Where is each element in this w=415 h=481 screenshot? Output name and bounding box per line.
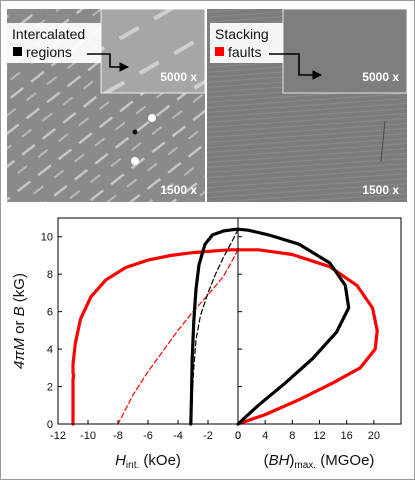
black-dashed-curve	[190, 228, 239, 425]
right-plot-frame	[237, 217, 402, 425]
x-tick-label: -4	[173, 430, 183, 442]
intercalated-label-regions: regions	[26, 44, 72, 60]
red-solid-curve	[236, 248, 379, 426]
left-axis-ticks	[57, 236, 239, 425]
x-tick-label: 4	[262, 430, 268, 442]
y-tick-label: 10	[41, 232, 53, 244]
intercalated-callout-box	[7, 23, 101, 63]
x-tick-label: 16	[341, 430, 353, 442]
stacking-arrow	[269, 53, 322, 80]
sem-bright-particle	[131, 157, 139, 165]
sem-right-inset-image	[283, 9, 407, 93]
sem-scratch	[380, 120, 386, 162]
right-x-tick-labels: 0 4 8 12 16 20	[235, 430, 380, 442]
intercalated-arrow	[87, 53, 129, 72]
y-tick-label: 4	[47, 344, 53, 356]
intercalated-label: Intercalated	[12, 26, 85, 42]
left-x-tick-labels: -12 -10 -8 -6 -4 -2 0	[50, 430, 241, 442]
y-axis-label: 4πM or B (kG)	[11, 273, 28, 369]
sem-left-panel: 5000 x 1500 x Intercalated regions	[7, 8, 206, 202]
demagnetization-series	[71, 227, 240, 426]
x-tick-label: 20	[368, 430, 380, 442]
x-tick-label: 8	[289, 430, 295, 442]
sem-left-inset-image	[101, 9, 205, 93]
x-tick-label: -6	[143, 430, 153, 442]
red-solid-curve	[71, 248, 240, 426]
sem-bright-particle	[148, 114, 156, 122]
stacking-swatch	[215, 47, 224, 56]
intercalated-swatch	[13, 47, 22, 56]
left-y-tick-labels: 0 2 4 6 8 10	[41, 232, 53, 431]
energy-product-chart: 0 4 8 12 16 20 (BH)max. (MGOe)	[235, 217, 402, 471]
right-x-axis-label: (BH)max. (MGOe)	[264, 452, 375, 471]
demagnetization-chart: -12 -10 -8 -6 -4 -2 0 0 2 4 6 8 10 Hint. (kOe) 4πM …	[11, 217, 241, 471]
energy-product-series	[236, 227, 379, 426]
red-dashed-curve	[117, 249, 239, 425]
y-tick-label: 0	[47, 419, 53, 431]
left-plot-frame	[57, 217, 239, 425]
sem-right-panel: 5000 x 1500 x Stacking faults	[207, 8, 408, 202]
x-tick-label: -2	[203, 430, 213, 442]
stacking-label: Stacking	[215, 26, 269, 42]
y-tick-label: 6	[47, 307, 53, 319]
x-tick-label: -8	[113, 430, 123, 442]
sem-left-magnification: 1500 x	[160, 183, 197, 197]
x-tick-label: 0	[235, 430, 241, 442]
black-solid-curve	[236, 227, 351, 426]
x-tick-label: -10	[80, 430, 96, 442]
x-tick-label: 0	[235, 430, 241, 442]
sem-dark-particle	[132, 129, 138, 135]
y-tick-label: 8	[47, 269, 53, 281]
x-tick-label: 12	[313, 430, 325, 442]
sem-right-inset-magnification: 5000 x	[362, 70, 399, 84]
stacking-label-faults: faults	[228, 44, 261, 60]
stacking-callout-box	[210, 23, 283, 63]
sem-left-inset-magnification: 5000 x	[160, 70, 197, 84]
x-tick-label: -12	[50, 430, 66, 442]
black-solid-curve	[189, 227, 240, 426]
left-x-axis-label: Hint. (kOe)	[115, 452, 181, 471]
y-tick-label: 2	[47, 382, 53, 394]
sem-right-magnification: 1500 x	[362, 183, 399, 197]
